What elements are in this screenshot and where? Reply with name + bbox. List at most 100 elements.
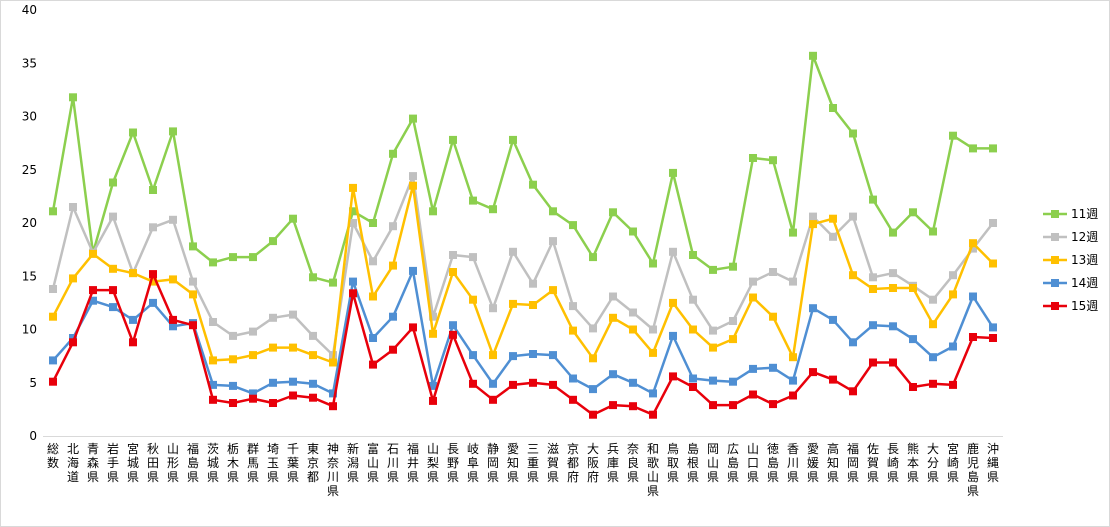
data-point — [389, 312, 397, 321]
legend-marker — [1051, 210, 1059, 218]
data-point — [69, 338, 77, 347]
data-point — [869, 321, 877, 330]
data-point — [709, 326, 717, 335]
legend-label: 12週 — [1071, 230, 1098, 244]
data-point — [369, 334, 377, 342]
series-layer — [49, 51, 997, 419]
data-point — [609, 208, 617, 217]
data-point — [589, 253, 597, 262]
data-point — [269, 237, 277, 246]
x-tick-label: 福岡県 — [847, 441, 859, 484]
data-point — [409, 172, 417, 181]
data-point — [949, 271, 957, 280]
data-point — [69, 203, 77, 211]
x-tick-label: 沖縄県 — [987, 442, 999, 484]
series-1 — [49, 51, 997, 287]
data-point — [429, 396, 437, 405]
data-point — [149, 277, 157, 286]
data-point — [309, 331, 317, 340]
data-point — [329, 358, 337, 367]
data-point — [389, 222, 397, 231]
data-point — [689, 374, 697, 383]
data-point — [889, 322, 897, 331]
data-point — [829, 232, 837, 241]
data-point — [649, 410, 657, 419]
data-point — [489, 205, 497, 214]
x-tick-label: 佐賀県 — [867, 442, 879, 484]
data-point — [629, 402, 637, 411]
data-point — [729, 401, 737, 410]
data-point — [769, 363, 777, 372]
data-point — [709, 343, 717, 352]
data-point — [189, 321, 197, 330]
data-point — [669, 298, 677, 307]
data-point — [629, 308, 637, 317]
data-point — [729, 262, 737, 271]
data-point — [829, 315, 837, 324]
data-point — [969, 239, 977, 248]
data-point — [189, 277, 197, 286]
data-point — [489, 395, 497, 404]
legend-label: 13週 — [1071, 253, 1098, 267]
data-point — [849, 271, 857, 280]
data-point — [869, 285, 877, 293]
data-point — [349, 207, 357, 216]
data-point — [329, 402, 337, 411]
data-point — [169, 275, 177, 284]
data-point — [869, 195, 877, 204]
data-point — [309, 273, 317, 282]
data-point — [609, 370, 617, 379]
data-point — [669, 168, 677, 177]
data-point — [889, 228, 897, 237]
data-point — [549, 286, 557, 295]
data-point — [169, 127, 177, 136]
data-point — [869, 273, 877, 282]
data-point — [569, 326, 577, 335]
x-tick-label: 栃木県 — [227, 442, 239, 484]
data-point — [109, 264, 117, 273]
data-point — [129, 315, 137, 324]
data-point — [609, 401, 617, 410]
data-point — [409, 114, 417, 123]
y-tick-label: 35 — [22, 56, 37, 70]
data-point — [469, 295, 477, 304]
data-point — [509, 247, 517, 256]
data-point — [249, 253, 257, 262]
data-point — [89, 286, 97, 295]
data-point — [209, 258, 217, 267]
x-tick-label: 茨城県 — [207, 442, 219, 484]
y-tick-label: 20 — [22, 216, 37, 230]
data-point — [689, 325, 697, 334]
legend-item: 12週 — [1043, 230, 1098, 244]
data-point — [269, 313, 277, 322]
data-point — [809, 368, 817, 377]
data-point — [829, 104, 837, 112]
data-point — [249, 327, 257, 336]
data-point — [429, 381, 437, 390]
legend: 11週 12週 13週 14週 15週 — [1043, 207, 1098, 313]
data-point — [469, 379, 477, 388]
data-point — [409, 266, 417, 275]
data-point — [429, 207, 437, 216]
data-point — [949, 380, 957, 389]
x-tick-label: 石川県 — [387, 442, 399, 484]
x-tick-label: 長崎県 — [887, 442, 899, 484]
data-point — [589, 324, 597, 333]
data-point — [289, 377, 297, 386]
data-point — [389, 345, 397, 354]
data-point — [569, 221, 577, 230]
x-tick-label: 東京都 — [307, 442, 319, 484]
data-point — [629, 325, 637, 334]
data-point — [689, 295, 697, 304]
data-point — [109, 286, 117, 295]
x-tick-label: 群馬県 — [247, 442, 259, 484]
y-tick-label: 15 — [22, 269, 37, 283]
x-tick-label: 秋田県 — [147, 442, 159, 484]
data-point — [849, 338, 857, 347]
x-tick-label: 総数 — [47, 442, 59, 470]
x-tick-label: 山口県 — [747, 442, 759, 484]
x-tick-label: 高知県 — [827, 441, 839, 484]
x-tick-label: 岩手県 — [107, 441, 119, 484]
data-point — [429, 312, 437, 321]
